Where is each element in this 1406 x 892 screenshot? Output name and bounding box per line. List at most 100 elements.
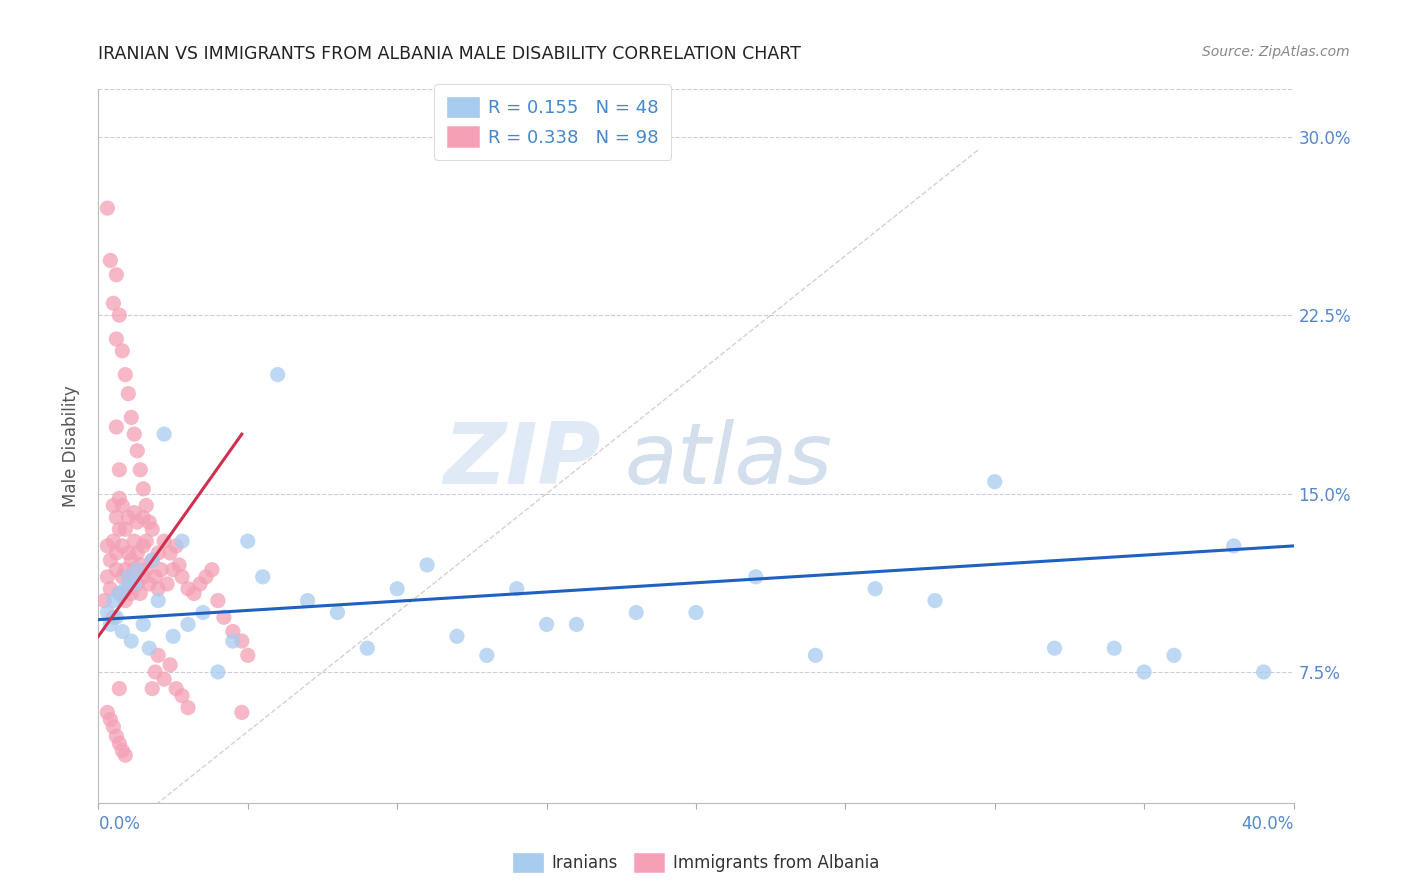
Point: [1163, 648, 1185, 663]
Point: [506, 582, 529, 596]
Point: [172, 570, 194, 584]
Point: [385, 582, 409, 596]
Point: [326, 606, 349, 620]
Point: [103, 610, 125, 624]
Text: 0.0%: 0.0%: [98, 814, 141, 833]
Point: [114, 368, 136, 382]
Point: [162, 629, 184, 643]
Point: [356, 641, 378, 656]
Point: [132, 482, 155, 496]
Point: [129, 586, 152, 600]
Point: [111, 343, 134, 358]
Point: [252, 570, 274, 584]
Point: [124, 427, 146, 442]
Point: [183, 586, 205, 600]
Point: [103, 720, 125, 734]
Point: [1253, 665, 1275, 679]
Point: [105, 610, 128, 624]
Point: [105, 420, 128, 434]
Point: [150, 563, 173, 577]
Point: [1223, 539, 1246, 553]
Point: [138, 641, 160, 656]
Point: [127, 546, 149, 560]
Point: [804, 648, 827, 663]
Point: [117, 546, 139, 560]
Point: [148, 648, 170, 663]
Point: [124, 534, 146, 549]
Point: [135, 534, 157, 549]
Point: [108, 491, 131, 506]
Point: [103, 593, 125, 607]
Point: [114, 522, 136, 536]
Point: [626, 606, 648, 620]
Point: [446, 629, 468, 643]
Text: IRANIAN VS IMMIGRANTS FROM ALBANIA MALE DISABILITY CORRELATION CHART: IRANIAN VS IMMIGRANTS FROM ALBANIA MALE …: [98, 45, 801, 62]
Point: [108, 586, 131, 600]
Point: [201, 563, 224, 577]
Point: [111, 570, 134, 584]
Point: [127, 515, 149, 529]
Point: [117, 510, 139, 524]
Text: Source: ZipAtlas.com: Source: ZipAtlas.com: [1202, 45, 1350, 59]
Point: [156, 577, 179, 591]
Text: ZIP: ZIP: [443, 418, 600, 502]
Point: [129, 558, 152, 572]
Point: [984, 475, 1007, 489]
Point: [143, 665, 166, 679]
Point: [172, 534, 194, 549]
Point: [117, 570, 139, 584]
Point: [207, 593, 229, 607]
Point: [120, 410, 142, 425]
Point: [105, 510, 128, 524]
Point: [153, 427, 176, 442]
Point: [297, 593, 319, 607]
Point: [222, 634, 245, 648]
Point: [236, 648, 259, 663]
Point: [111, 624, 134, 639]
Point: [120, 586, 142, 600]
Point: [105, 546, 128, 560]
Point: [132, 539, 155, 553]
Point: [167, 558, 190, 572]
Point: [231, 706, 253, 720]
Point: [159, 546, 181, 560]
Point: [96, 606, 118, 620]
Point: [236, 534, 259, 549]
Point: [114, 593, 136, 607]
Point: [135, 563, 157, 577]
Point: [745, 570, 768, 584]
Point: [267, 368, 290, 382]
Point: [132, 570, 155, 584]
Point: [98, 582, 122, 596]
Point: [103, 296, 125, 310]
Point: [141, 522, 163, 536]
Point: [159, 657, 181, 672]
Point: [138, 577, 160, 591]
Point: [153, 672, 176, 686]
Point: [865, 582, 887, 596]
Point: [172, 689, 194, 703]
Point: [120, 634, 142, 648]
Point: [105, 729, 128, 743]
Point: [565, 617, 588, 632]
Point: [98, 553, 122, 567]
Point: [105, 268, 128, 282]
Point: [416, 558, 439, 572]
Point: [93, 593, 115, 607]
Point: [98, 713, 122, 727]
Point: [105, 563, 128, 577]
Point: [124, 506, 146, 520]
Point: [148, 582, 170, 596]
Point: [96, 539, 118, 553]
Point: [141, 553, 163, 567]
Point: [114, 582, 136, 596]
Point: [141, 553, 163, 567]
Point: [108, 736, 131, 750]
Point: [96, 706, 118, 720]
Point: [165, 681, 187, 696]
Point: [108, 522, 131, 536]
Point: [1043, 641, 1066, 656]
Legend: Iranians, Immigrants from Albania: Iranians, Immigrants from Albania: [505, 844, 887, 880]
Point: [103, 534, 125, 549]
Point: [114, 563, 136, 577]
